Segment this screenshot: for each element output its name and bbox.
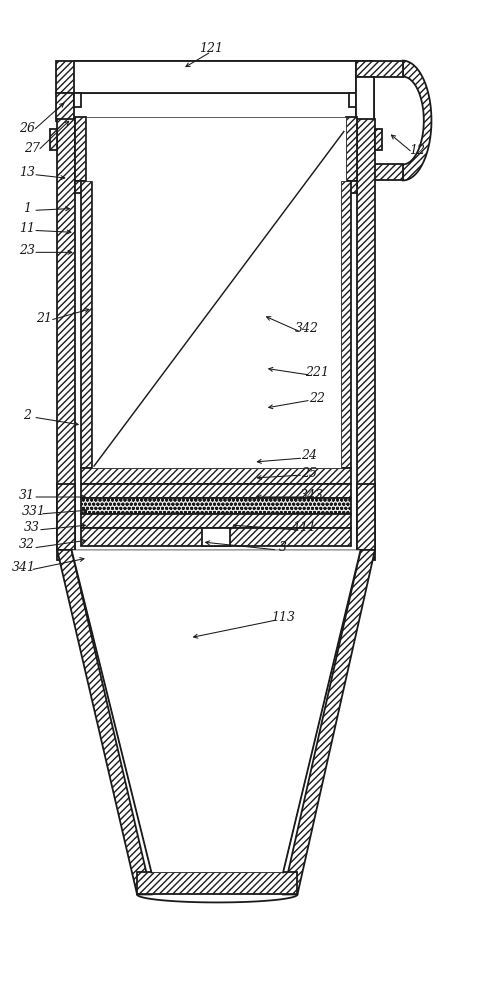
Text: 12: 12 (409, 144, 425, 157)
Text: 1: 1 (23, 202, 31, 215)
Polygon shape (86, 117, 346, 468)
Bar (81, 468, 351, 484)
Text: 341: 341 (12, 561, 36, 574)
Bar (81, 484, 351, 498)
Bar (357, 119, 375, 560)
Text: 221: 221 (305, 366, 329, 379)
Bar (356, 93, 374, 121)
Text: 121: 121 (199, 42, 223, 55)
Bar (137, 872, 298, 894)
Bar (75, 117, 86, 181)
Text: 33: 33 (24, 521, 40, 534)
Bar (81, 498, 351, 514)
Bar (81, 181, 92, 468)
Text: 26: 26 (19, 122, 35, 135)
Bar (375, 129, 382, 150)
Bar (357, 484, 375, 550)
Text: 11: 11 (19, 222, 35, 235)
Polygon shape (72, 550, 360, 872)
Bar (349, 93, 356, 107)
Text: 21: 21 (36, 312, 52, 325)
Text: 23: 23 (19, 244, 35, 257)
Text: 343: 343 (300, 489, 324, 502)
Text: 13: 13 (19, 166, 35, 179)
Text: 331: 331 (22, 505, 46, 518)
Text: 113: 113 (271, 611, 295, 624)
Bar (202, 528, 230, 546)
Text: 32: 32 (19, 538, 35, 551)
Bar (57, 119, 75, 560)
Bar (356, 77, 374, 164)
Bar (74, 61, 356, 93)
Text: 25: 25 (301, 467, 317, 480)
Text: 2: 2 (23, 409, 31, 422)
Bar (81, 528, 351, 546)
Bar (356, 164, 403, 180)
Bar (356, 61, 403, 77)
Text: 27: 27 (24, 142, 40, 155)
Bar (74, 93, 81, 107)
Bar (56, 61, 374, 93)
Polygon shape (57, 550, 152, 894)
Bar (75, 181, 92, 193)
Text: 3: 3 (279, 541, 287, 554)
Text: 24: 24 (301, 449, 317, 462)
Bar (346, 117, 357, 181)
Bar (56, 93, 74, 121)
Text: 111: 111 (293, 521, 317, 534)
Bar (81, 514, 351, 528)
Text: 22: 22 (309, 392, 324, 405)
Bar (340, 181, 351, 468)
Bar (57, 484, 75, 550)
Text: 31: 31 (19, 489, 35, 502)
Bar (340, 181, 357, 193)
Text: 342: 342 (295, 322, 319, 335)
Bar (50, 129, 57, 150)
Polygon shape (403, 61, 432, 180)
Polygon shape (283, 550, 375, 894)
